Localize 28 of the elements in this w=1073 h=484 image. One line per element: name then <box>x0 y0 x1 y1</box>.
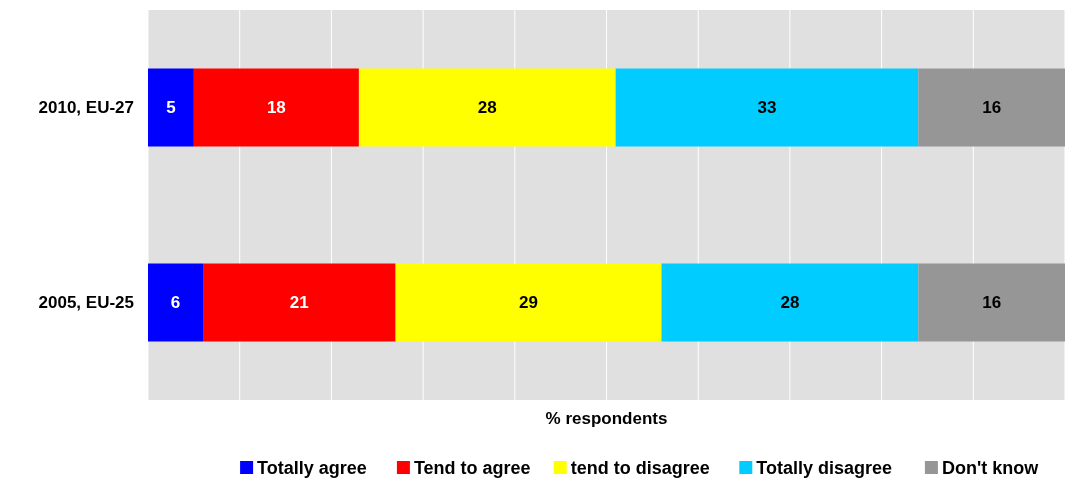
x-axis-title: % respondents <box>545 409 668 428</box>
legend-label: Totally disagree <box>756 458 893 478</box>
data-label: 28 <box>477 98 497 118</box>
bar <box>395 263 662 342</box>
bar <box>203 263 396 342</box>
data-label: 16 <box>982 293 1002 313</box>
legend-label: Tend to agree <box>413 458 531 478</box>
bar <box>918 68 1065 147</box>
data-label: 16 <box>982 98 1002 118</box>
bar <box>615 68 919 147</box>
bar <box>358 68 616 147</box>
data-label: 33 <box>757 98 777 118</box>
legend-label: Totally agree <box>257 458 367 478</box>
data-label: 18 <box>266 98 286 118</box>
legend-label: Don't know <box>941 458 1040 478</box>
bar <box>918 263 1065 342</box>
bar <box>193 68 359 147</box>
y-tick-label: 2010, EU-27 <box>38 98 134 118</box>
y-tick-label: 2005, EU-25 <box>38 293 134 313</box>
data-label: 21 <box>289 293 309 313</box>
data-label: 28 <box>780 293 800 313</box>
legend-label: tend to disagree <box>570 458 710 478</box>
data-label: 6 <box>170 293 181 313</box>
bar <box>661 263 919 342</box>
data-label: 5 <box>166 98 176 118</box>
bar <box>148 263 204 342</box>
bar <box>148 68 194 147</box>
data-label: 29 <box>519 293 539 313</box>
